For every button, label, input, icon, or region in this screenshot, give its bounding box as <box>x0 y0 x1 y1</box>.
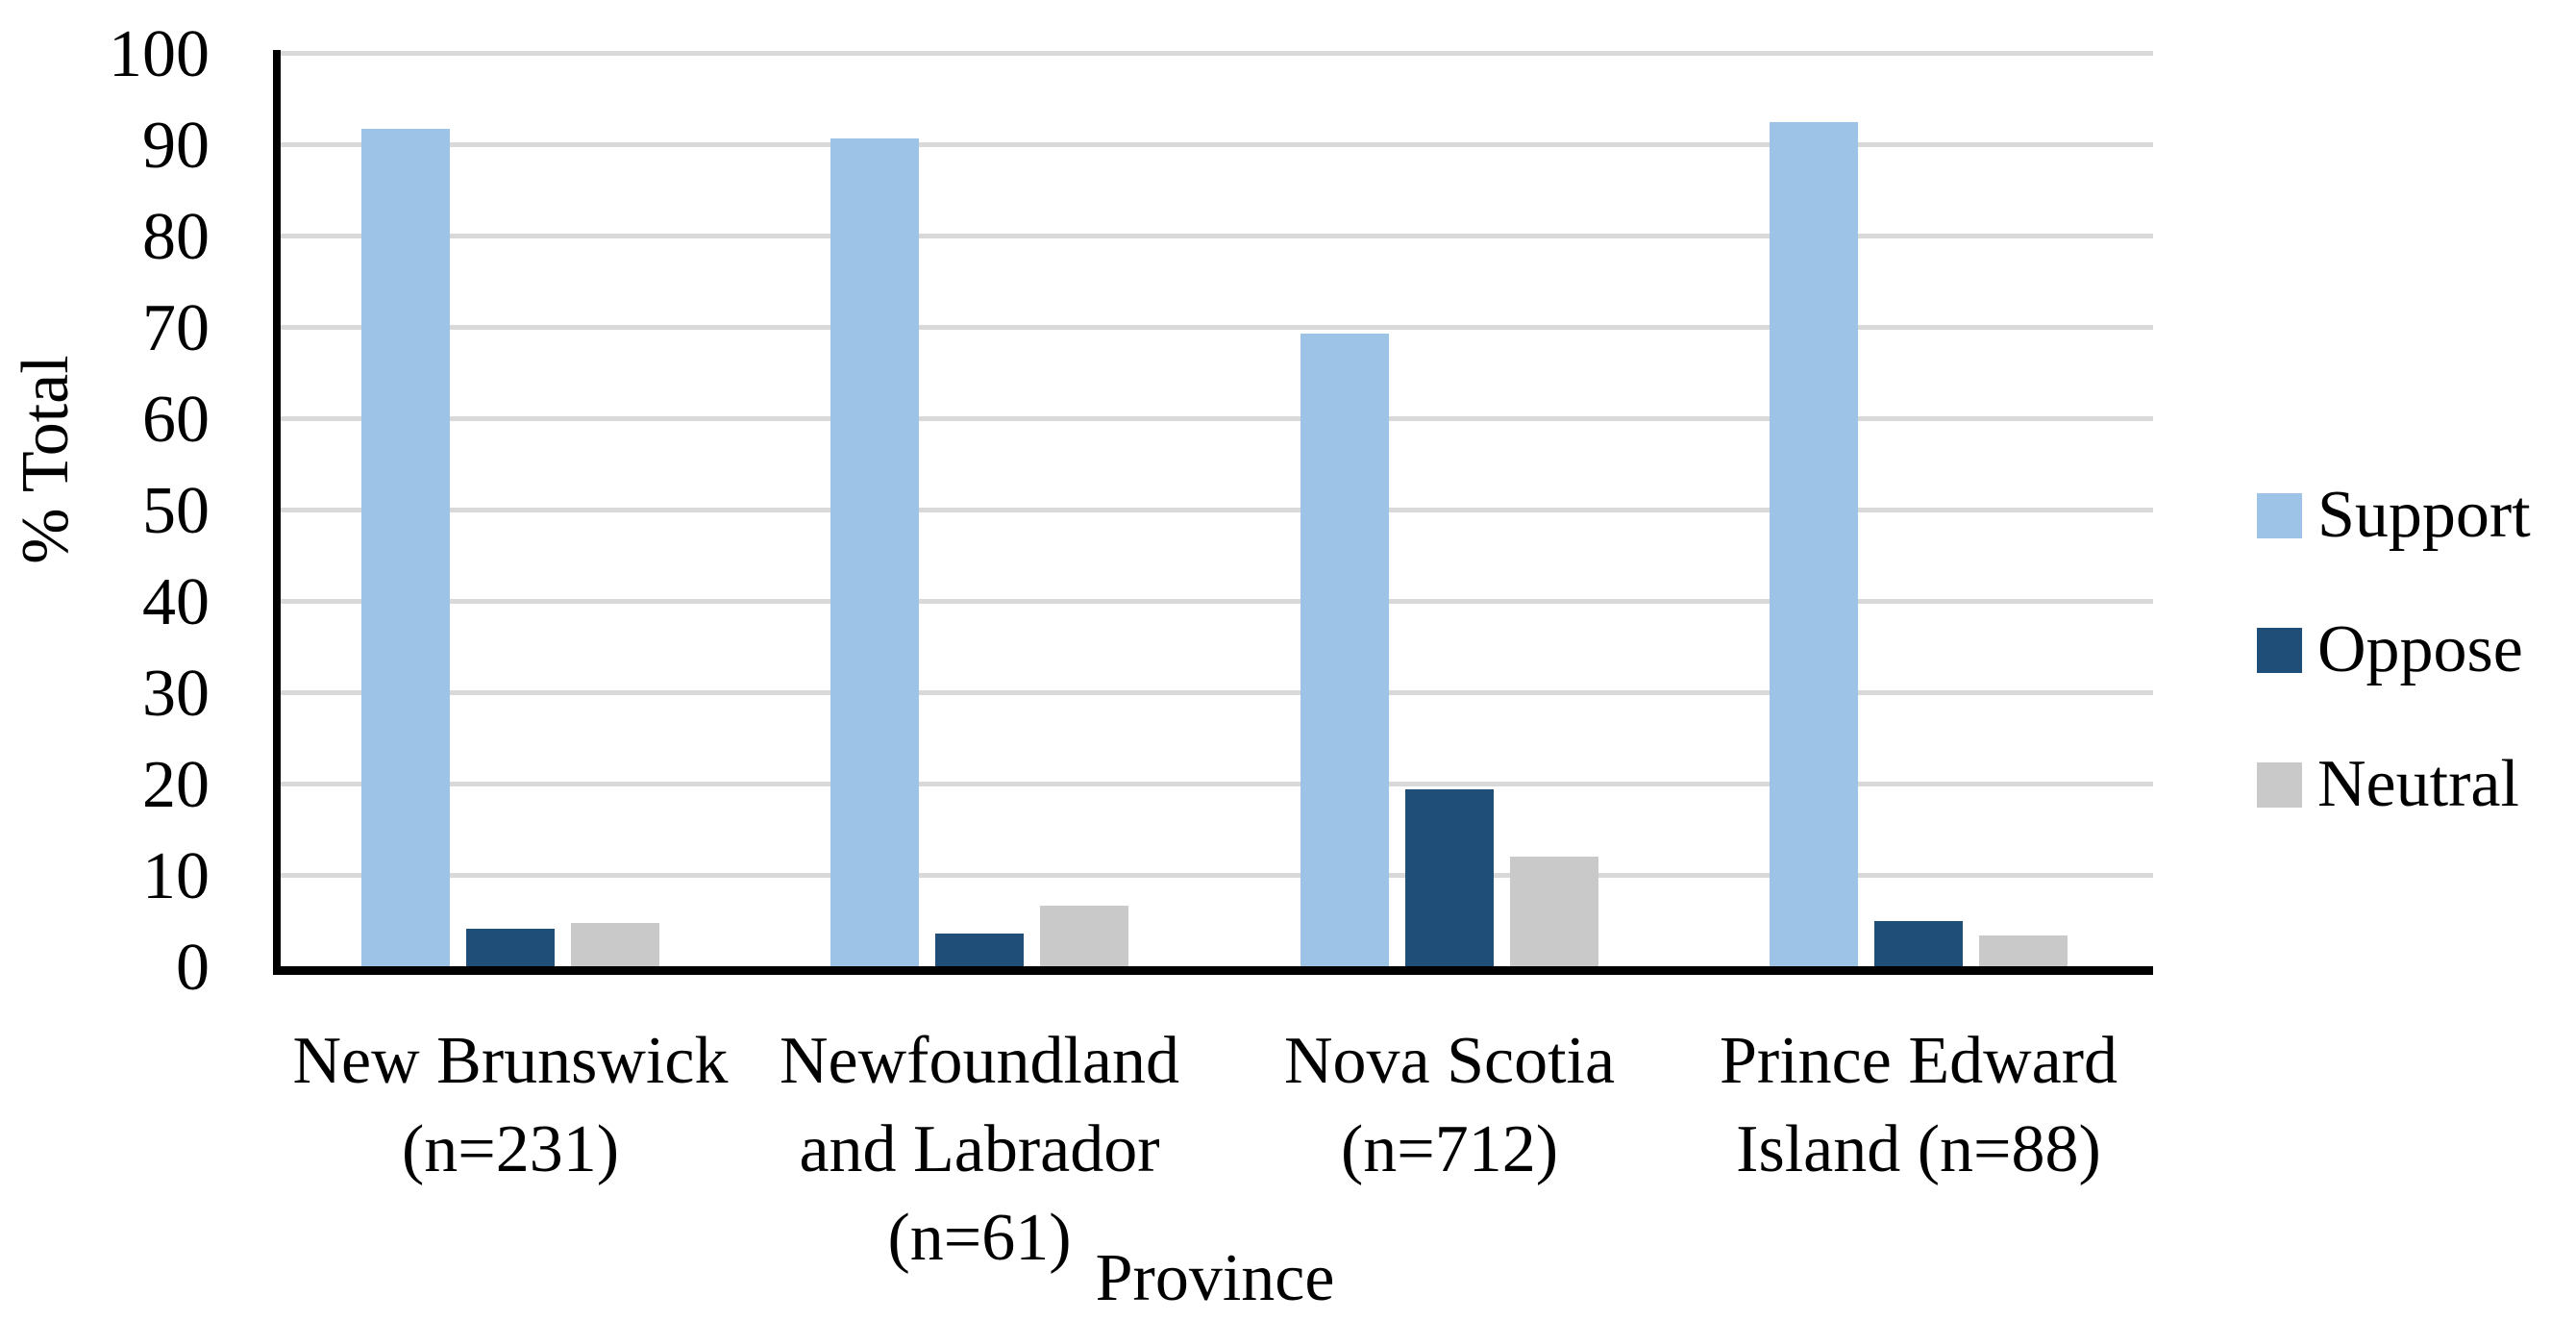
bar-support-4 <box>1770 122 1858 966</box>
legend-item-neutral: Neutral <box>2257 744 2531 825</box>
gridline-70 <box>276 325 2153 330</box>
category-label-3: Nova Scotia (n=712) <box>1200 1017 1699 1194</box>
category-label-1: New Brunswick (n=231) <box>260 1017 760 1194</box>
y-axis-title: % Total <box>9 355 83 564</box>
bar-support-1 <box>361 129 450 966</box>
y-tick-label-20: 20 <box>142 748 210 822</box>
category-label-line: New Brunswick <box>292 1024 729 1098</box>
bar-neutral-2 <box>1040 906 1128 966</box>
gridline-20 <box>276 782 2153 786</box>
gridline-30 <box>276 690 2153 695</box>
gridline-40 <box>276 599 2153 604</box>
oppose-swatch-icon <box>2257 627 2302 673</box>
category-label-line: Prince Edward <box>1719 1024 2118 1098</box>
y-tick-label-100: 100 <box>109 17 210 91</box>
y-tick-label-80: 80 <box>142 200 210 274</box>
y-tick-label-70: 70 <box>142 291 210 365</box>
y-tick-label-60: 60 <box>142 383 210 457</box>
category-label-line: (n=231) <box>401 1112 620 1186</box>
category-label-line: and Labrador <box>799 1112 1160 1186</box>
gridline-10 <box>276 873 2153 878</box>
bar-neutral-3 <box>1510 857 1598 966</box>
legend-item-oppose: Oppose <box>2257 610 2531 690</box>
gridline-90 <box>276 142 2153 147</box>
bar-neutral-1 <box>571 923 659 966</box>
y-tick-label-50: 50 <box>142 474 210 548</box>
category-label-line: (n=61) <box>887 1201 1072 1275</box>
legend-label-oppose: Oppose <box>2317 612 2523 686</box>
category-label-line: Island (n=88) <box>1736 1112 2101 1186</box>
y-tick-label-30: 30 <box>142 657 210 731</box>
legend-item-support: Support <box>2257 475 2531 556</box>
legend: Support Oppose Neutral <box>2257 475 2531 879</box>
y-axis-line <box>273 50 281 974</box>
y-tick-label-0: 0 <box>176 931 210 1005</box>
bar-oppose-3 <box>1405 789 1494 966</box>
bar-support-3 <box>1300 334 1389 966</box>
category-label-line: Nova Scotia <box>1283 1024 1616 1098</box>
gridline-100 <box>276 51 2153 56</box>
bar-oppose-1 <box>466 929 555 966</box>
legend-label-support: Support <box>2317 478 2531 552</box>
x-axis-line <box>273 966 2153 975</box>
legend-label-neutral: Neutral <box>2317 747 2519 821</box>
gridline-50 <box>276 508 2153 512</box>
bar-neutral-4 <box>1979 935 2068 966</box>
y-tick-label-10: 10 <box>142 839 210 913</box>
bar-oppose-2 <box>935 934 1024 966</box>
x-axis-title: Province <box>1095 1241 1335 1315</box>
category-label-4: Prince Edward Island (n=88) <box>1669 1017 2168 1194</box>
gridline-60 <box>276 416 2153 421</box>
bar-support-2 <box>830 138 919 966</box>
category-label-line: Newfoundland <box>779 1024 1179 1098</box>
y-tick-label-90: 90 <box>142 109 210 183</box>
bar-oppose-4 <box>1874 921 1963 966</box>
neutral-swatch-icon <box>2257 761 2302 808</box>
category-label-2: Newfoundland and Labrador (n=61) <box>730 1017 1229 1283</box>
y-tick-label-40: 40 <box>142 565 210 639</box>
category-label-line: (n=712) <box>1340 1112 1559 1186</box>
gridline-80 <box>276 234 2153 238</box>
support-swatch-icon <box>2257 492 2302 538</box>
